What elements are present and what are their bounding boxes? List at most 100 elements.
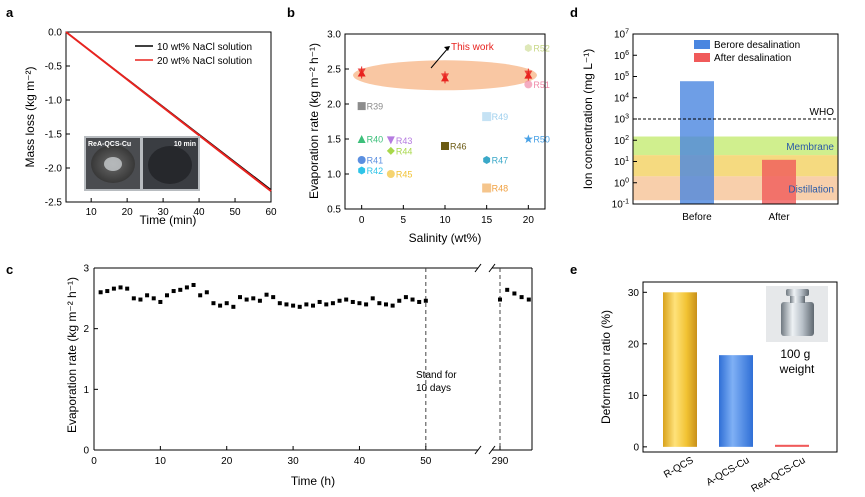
- x-tick-label: A-QCS-Cu: [705, 455, 752, 488]
- panel-a-ylabel: Mass loss (kg m⁻²): [23, 66, 37, 167]
- data-point: [498, 297, 502, 302]
- inset-photo-right-label: 10 min: [174, 141, 196, 148]
- data-point: [403, 295, 408, 300]
- this-work-point-dup: [441, 73, 449, 81]
- data-point: [211, 301, 216, 306]
- y-tick-label: -0.5: [45, 62, 63, 73]
- panel-c-frame: [93, 263, 533, 455]
- y-tick-label: 20: [628, 339, 640, 350]
- ref-point: [357, 135, 366, 143]
- axis-break-mark: [474, 445, 482, 455]
- panel-c-ylabel: Evaporation rate (kg m⁻² h⁻¹): [65, 277, 79, 433]
- data-point: [224, 301, 229, 306]
- data-point: [138, 297, 143, 302]
- data-point: [357, 301, 362, 306]
- ref-point: [358, 166, 366, 175]
- data-point: [417, 299, 422, 304]
- data-point: [218, 303, 223, 308]
- bar-rea-qcs-cu: [775, 444, 809, 447]
- data-point: [264, 292, 269, 297]
- y-tick-label: 1.5: [327, 135, 341, 146]
- weight-body: [781, 302, 814, 336]
- data-point: [297, 304, 302, 309]
- x-tick-label: 0: [359, 215, 365, 226]
- panel-a: a 10 20 30 40 50 60 0.0 -0.5 -1.0 -1.5 -2.0 -2.5 Ti…: [6, 5, 277, 227]
- y-tick-label: -1.0: [45, 96, 63, 107]
- y-tick-label: 102: [614, 135, 629, 147]
- x-tick-label: 40: [194, 207, 206, 218]
- panel-c-label: c: [6, 262, 13, 277]
- data-point: [344, 297, 349, 302]
- ref-point: [386, 146, 395, 155]
- ref-point: [483, 156, 491, 164]
- x-tick-label: 15: [481, 215, 493, 226]
- bar-a-qcs-cu: [719, 355, 753, 447]
- x-tick-label: R-QCS: [662, 455, 696, 481]
- y-tick-label: 106: [614, 50, 629, 62]
- series-line-20wt: [65, 31, 272, 192]
- inset-photo-left-salt: [104, 157, 122, 171]
- data-point: [244, 297, 249, 302]
- y-tick-label: 30: [628, 288, 640, 299]
- y-tick-label: 107: [614, 29, 629, 41]
- data-point: [377, 301, 382, 306]
- y-tick-label: 0.0: [48, 28, 62, 39]
- data-point: [423, 298, 428, 303]
- ref-point: [524, 80, 533, 89]
- data-point: [131, 296, 136, 301]
- ref-label: R41: [367, 156, 384, 166]
- y-tick-label: 2.5: [327, 65, 341, 76]
- ref-label: R46: [450, 142, 467, 152]
- data-point: [231, 304, 236, 309]
- panel-b-frame: [344, 33, 546, 210]
- x-tick-label: 290: [492, 456, 509, 467]
- weight-knob: [786, 289, 809, 296]
- band-label-distillation: Distillation: [788, 184, 834, 195]
- y-tick-label: 1.0: [327, 170, 341, 181]
- panel-c-xlabel: Time (h): [291, 474, 335, 488]
- y-tick-label: 0: [633, 442, 639, 453]
- data-point: [204, 290, 209, 295]
- data-point: [512, 291, 517, 296]
- data-point: [198, 293, 203, 298]
- panel-a-axes: 10 20 30 40 50 60 0.0 -0.5 -1.0 -1.5 -2.0 -2.5: [45, 28, 277, 219]
- data-point: [350, 299, 355, 304]
- data-point: [284, 302, 289, 307]
- data-point: [257, 298, 262, 303]
- stand-annotation: Stand for 10 days: [416, 370, 459, 394]
- data-point: [165, 293, 169, 298]
- panel-a-xlabel: Time (min): [140, 213, 197, 227]
- this-work-arrow: [430, 46, 450, 69]
- ref-point: [357, 156, 366, 164]
- x-tick-label: 20: [523, 215, 535, 226]
- legend-label-20wt: 20 wt% NaCl solution: [157, 56, 252, 67]
- x-tick-label: 20: [122, 207, 134, 218]
- x-tick-label: 50: [229, 207, 241, 218]
- y-tick-label: 0.5: [327, 205, 341, 216]
- ref-label: R49: [492, 112, 509, 122]
- data-point: [526, 297, 531, 302]
- y-tick-label: 104: [614, 92, 629, 104]
- y-tick-label: 10: [628, 391, 640, 402]
- panel-b: b 0 5 10 15 200.51.01.52.02.53.0 R39R40R41R4…: [287, 5, 550, 245]
- y-tick-label: 3: [83, 264, 89, 275]
- x-tick-label: 5: [401, 215, 407, 226]
- panel-b-axes: 0 5 10 15 20 0.5 1.0 1.5 2.0 2.5 3.0: [327, 30, 534, 227]
- panel-e-label: e: [570, 262, 577, 277]
- panel-a-legend: 10 wt% NaCl solution 20 wt% NaCl solutio…: [135, 42, 252, 67]
- x-tick-label: After: [768, 212, 790, 223]
- data-point: [519, 295, 524, 300]
- x-tick-label: 30: [158, 207, 170, 218]
- ref-point: [482, 112, 492, 122]
- y-tick-label: 100: [614, 177, 629, 189]
- data-point: [178, 287, 183, 292]
- data-point: [105, 289, 110, 294]
- x-tick-label: ReA-QCS-Cu: [750, 455, 808, 495]
- panel-b-ylabel: Evaporation rate (kg m⁻² h⁻¹): [307, 43, 321, 199]
- data-point: [125, 286, 130, 291]
- panel-b-label: b: [287, 5, 295, 20]
- data-point: [118, 285, 123, 290]
- panel-d-plot: WHO Membrane Distillation: [633, 81, 838, 204]
